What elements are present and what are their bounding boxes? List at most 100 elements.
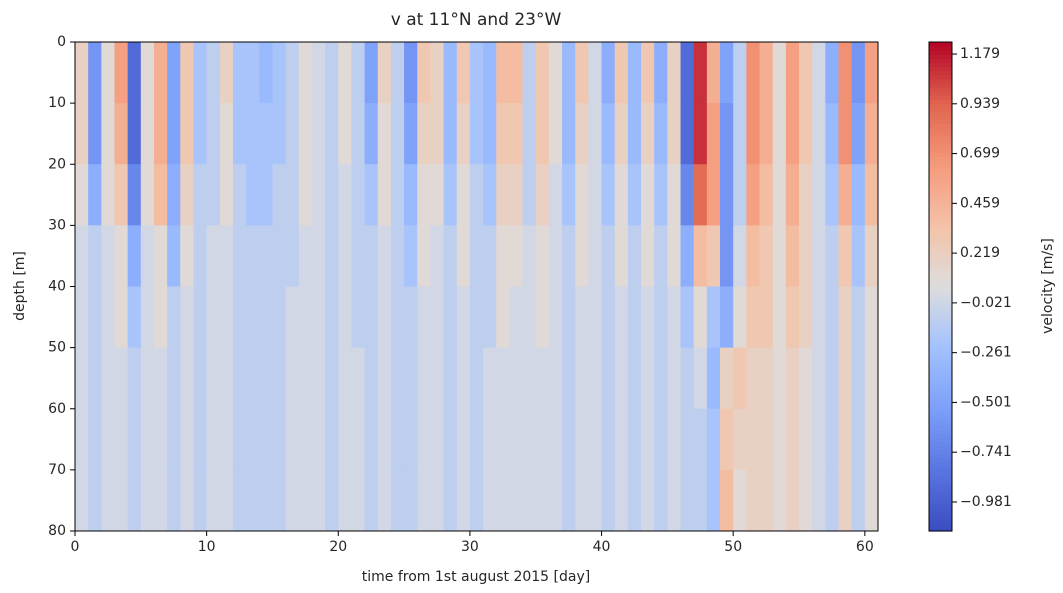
- heat-cell: [720, 469, 734, 532]
- colorbar-band: [929, 213, 952, 218]
- colorbar-band: [929, 94, 952, 100]
- heat-cell: [206, 225, 221, 287]
- heat-cell: [351, 469, 366, 532]
- heat-cell: [404, 469, 418, 532]
- heat-cell: [667, 347, 682, 410]
- heat-cell: [733, 286, 747, 349]
- heat-cell: [180, 164, 194, 226]
- heat-cell: [153, 42, 168, 104]
- heat-cell: [285, 286, 300, 349]
- heat-cell: [746, 42, 761, 104]
- heat-cell: [456, 164, 471, 226]
- heat-cell: [443, 164, 458, 226]
- colorbar-band: [929, 315, 952, 320]
- heat-cell: [114, 469, 129, 532]
- colorbar-band: [929, 465, 952, 471]
- heat-cell: [180, 408, 194, 471]
- colorbar-band: [929, 526, 952, 532]
- colorbar-band: [929, 359, 952, 365]
- heat-cell: [680, 408, 695, 471]
- heat-cell: [167, 408, 181, 471]
- heat-cell: [140, 286, 155, 349]
- heat-cell: [733, 408, 747, 471]
- heat-cell: [153, 408, 168, 471]
- heat-cell: [627, 286, 642, 349]
- heat-cell: [496, 164, 510, 226]
- heat-cell: [667, 469, 682, 532]
- heat-cell: [838, 286, 853, 349]
- heat-cell: [799, 225, 813, 287]
- colorbar-tick-label: −0.741: [960, 444, 1012, 460]
- colorbar-band: [929, 486, 952, 491]
- y-axis-label: depth [m]: [12, 251, 28, 321]
- colorbar-band: [929, 363, 952, 369]
- heat-cell: [509, 347, 524, 410]
- heat-cell: [654, 469, 668, 532]
- heat-cell: [562, 164, 576, 226]
- heat-cell: [390, 408, 405, 471]
- x-tick-label: 30: [461, 539, 479, 555]
- heat-cell: [153, 164, 168, 226]
- x-axis-label: time from 1st august 2015 [day]: [362, 569, 590, 585]
- heat-cell: [114, 347, 129, 410]
- heat-cell: [456, 42, 471, 104]
- heat-cell: [88, 225, 102, 287]
- heat-cell: [259, 42, 273, 104]
- colorbar-band: [929, 180, 952, 186]
- heat-cell: [246, 103, 260, 165]
- heat-cell: [377, 103, 392, 165]
- heat-cell: [562, 225, 576, 287]
- heat-cell: [785, 286, 800, 349]
- colorbar-band: [929, 339, 952, 345]
- heat-cell: [864, 225, 879, 287]
- heat-cell: [667, 408, 682, 471]
- heat-cell: [193, 469, 208, 532]
- heat-cell: [153, 103, 168, 165]
- heat-cell: [127, 103, 142, 165]
- heat-cell: [417, 225, 431, 287]
- heat-cell: [114, 286, 129, 349]
- heat-cell: [838, 225, 853, 287]
- heat-cell: [706, 164, 721, 226]
- heat-cell: [733, 469, 747, 532]
- heat-cell: [799, 347, 813, 410]
- heat-cell: [772, 42, 787, 104]
- heat-cell: [641, 164, 655, 226]
- colorbar-band: [929, 42, 952, 47]
- colorbar-band: [929, 433, 952, 438]
- colorbar-band: [929, 176, 952, 182]
- heat-cell: [232, 408, 247, 471]
- colorbar-band: [929, 143, 952, 149]
- heat-cell: [311, 286, 326, 349]
- heat-cell: [562, 42, 576, 104]
- heat-cell: [140, 347, 155, 410]
- heat-cell: [614, 225, 629, 287]
- heat-cell: [417, 408, 431, 471]
- heat-cell: [298, 42, 313, 104]
- heat-cell: [127, 469, 142, 532]
- heat-cell: [864, 286, 879, 349]
- heat-cell: [88, 164, 102, 226]
- heat-cell: [746, 408, 761, 471]
- heat-cell: [377, 225, 392, 287]
- heat-cell: [443, 286, 458, 349]
- heat-cell: [272, 103, 287, 165]
- heat-cell: [693, 286, 708, 349]
- heat-cell: [799, 469, 813, 532]
- heat-cell: [693, 408, 708, 471]
- heat-cell: [654, 225, 668, 287]
- heat-cell: [548, 225, 563, 287]
- y-tick-label: 50: [48, 340, 66, 356]
- heat-cell: [298, 286, 313, 349]
- colorbar-tick-label: 0.699: [960, 146, 1000, 162]
- heat-cell: [456, 469, 471, 532]
- heat-cell: [496, 42, 510, 104]
- heat-cell: [75, 164, 89, 226]
- heat-cell: [219, 103, 234, 165]
- heat-cell: [206, 103, 221, 165]
- heat-cell: [641, 347, 655, 410]
- heat-cell: [114, 225, 129, 287]
- heat-cell: [364, 347, 379, 410]
- heat-cell: [535, 164, 550, 226]
- heat-cell: [351, 408, 366, 471]
